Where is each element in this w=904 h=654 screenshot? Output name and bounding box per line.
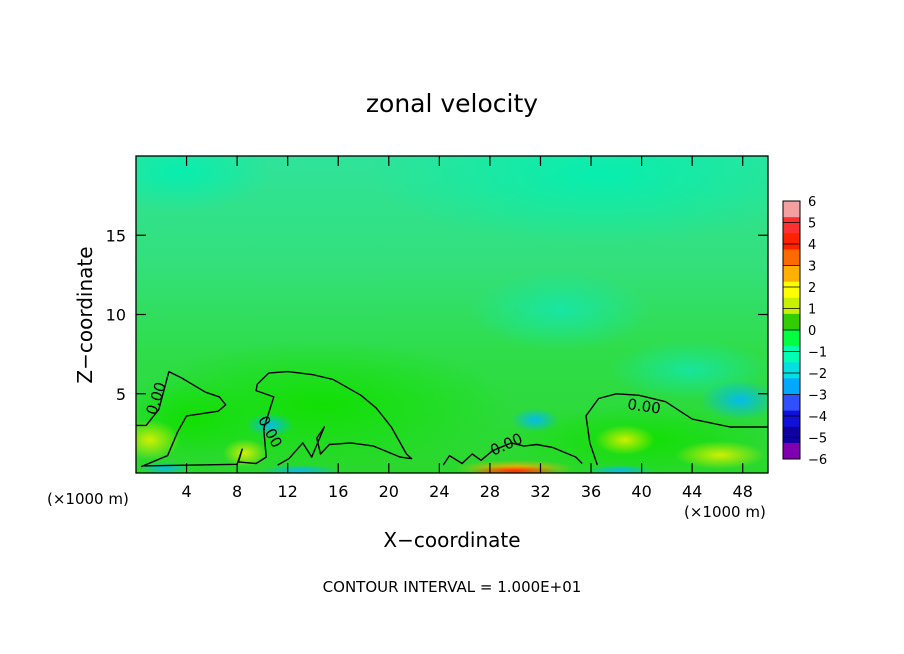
- field-cyan-blob: [136, 156, 270, 212]
- colorbar-segment: [783, 265, 800, 283]
- x-unit-left: (×1000 m): [47, 490, 129, 508]
- field-red-blob: [470, 466, 560, 473]
- field-yellow-blob: [675, 441, 765, 469]
- contour-label: 0.00: [626, 395, 662, 417]
- y-axis-label: Z−coordinate: [73, 246, 97, 383]
- colorbar: 6 5 4 3 2 1 0 −1 −2 −3 −4 −5 −6: [782, 195, 827, 468]
- x-tick-label: 24: [429, 482, 449, 501]
- contour-interval-note: CONTOUR INTERVAL = 1.000E+01: [323, 578, 582, 596]
- x-tick-label: 8: [232, 482, 242, 501]
- contour-line: [442, 442, 583, 466]
- colorbar-segment: [783, 394, 800, 412]
- field-cyan-blob: [700, 380, 768, 420]
- x-tick-label: 16: [328, 482, 348, 501]
- x-unit-right: (×1000 m): [684, 503, 766, 521]
- colorbar-segment: [783, 313, 800, 331]
- field-blue-blob: [511, 408, 559, 432]
- field-blue-blob: [260, 465, 340, 473]
- colorbar-label: 4: [808, 238, 816, 253]
- field-blue-blob: [246, 413, 294, 437]
- colorbar-label: 5: [808, 217, 816, 232]
- colorbar-segment: [783, 330, 800, 347]
- colorbar-segment: [783, 297, 800, 315]
- y-tick-label: 10: [106, 306, 126, 325]
- contour-line: [142, 370, 413, 467]
- colorbar-label: −4: [808, 410, 827, 425]
- colorbar-segment: [783, 362, 800, 379]
- y-tick-label: 15: [106, 226, 126, 245]
- colorbar-label: 0: [808, 324, 816, 339]
- colorbar-label: −3: [808, 389, 827, 404]
- colorbar-label: −2: [808, 367, 827, 382]
- x-axis-label: X−coordinate: [383, 528, 520, 552]
- colorbar-segment: [783, 281, 800, 299]
- colorbar-label: 1: [808, 303, 816, 318]
- x-axis-ticks: 4 8 12 16 20 24 28 32 36 40 44 48: [181, 156, 753, 501]
- y-tick-label: 5: [116, 385, 126, 404]
- field-yellow-blob: [136, 420, 180, 460]
- x-tick-label: 36: [581, 482, 601, 501]
- x-tick-label: 32: [530, 482, 550, 501]
- field-yellow-blob: [595, 425, 655, 455]
- colorbar-label: −6: [808, 453, 827, 468]
- colorbar-segment: [783, 249, 800, 267]
- x-tick-label: 44: [682, 482, 702, 501]
- field-cyan-blob: [470, 270, 650, 350]
- field-yellow-blob: [223, 439, 267, 467]
- field-blue-blob: [585, 465, 655, 473]
- colorbar-label: −1: [808, 346, 827, 361]
- field-cyan-blob: [370, 156, 768, 245]
- x-tick-label: 20: [379, 482, 399, 501]
- contour-line: [136, 370, 227, 468]
- chart-title: zonal velocity: [366, 89, 538, 118]
- colorbar-segment: [783, 426, 800, 444]
- colorbar-label: −5: [808, 432, 827, 447]
- plot-area: 0.000.00 0.000.00: [136, 156, 768, 473]
- colorbar-label: 2: [808, 281, 816, 296]
- colorbar-segment: [783, 233, 800, 250]
- x-tick-label: 4: [181, 482, 191, 501]
- colorbar-segment: [783, 346, 800, 363]
- x-tick-label: 28: [480, 482, 500, 501]
- colorbar-segment: [783, 410, 800, 428]
- x-tick-label: 48: [733, 482, 753, 501]
- contour-line: [585, 393, 768, 466]
- colorbar-segment: [783, 217, 800, 234]
- colorbar-label: 6: [808, 195, 816, 210]
- x-tick-label: 12: [278, 482, 298, 501]
- y-axis-ticks: 5 10 15: [106, 226, 768, 404]
- colorbar-segment: [783, 378, 800, 396]
- colorbar-label: 3: [808, 260, 816, 275]
- colorbar-segment: [783, 201, 800, 218]
- x-tick-label: 40: [631, 482, 651, 501]
- colorbar-segment: [783, 442, 800, 460]
